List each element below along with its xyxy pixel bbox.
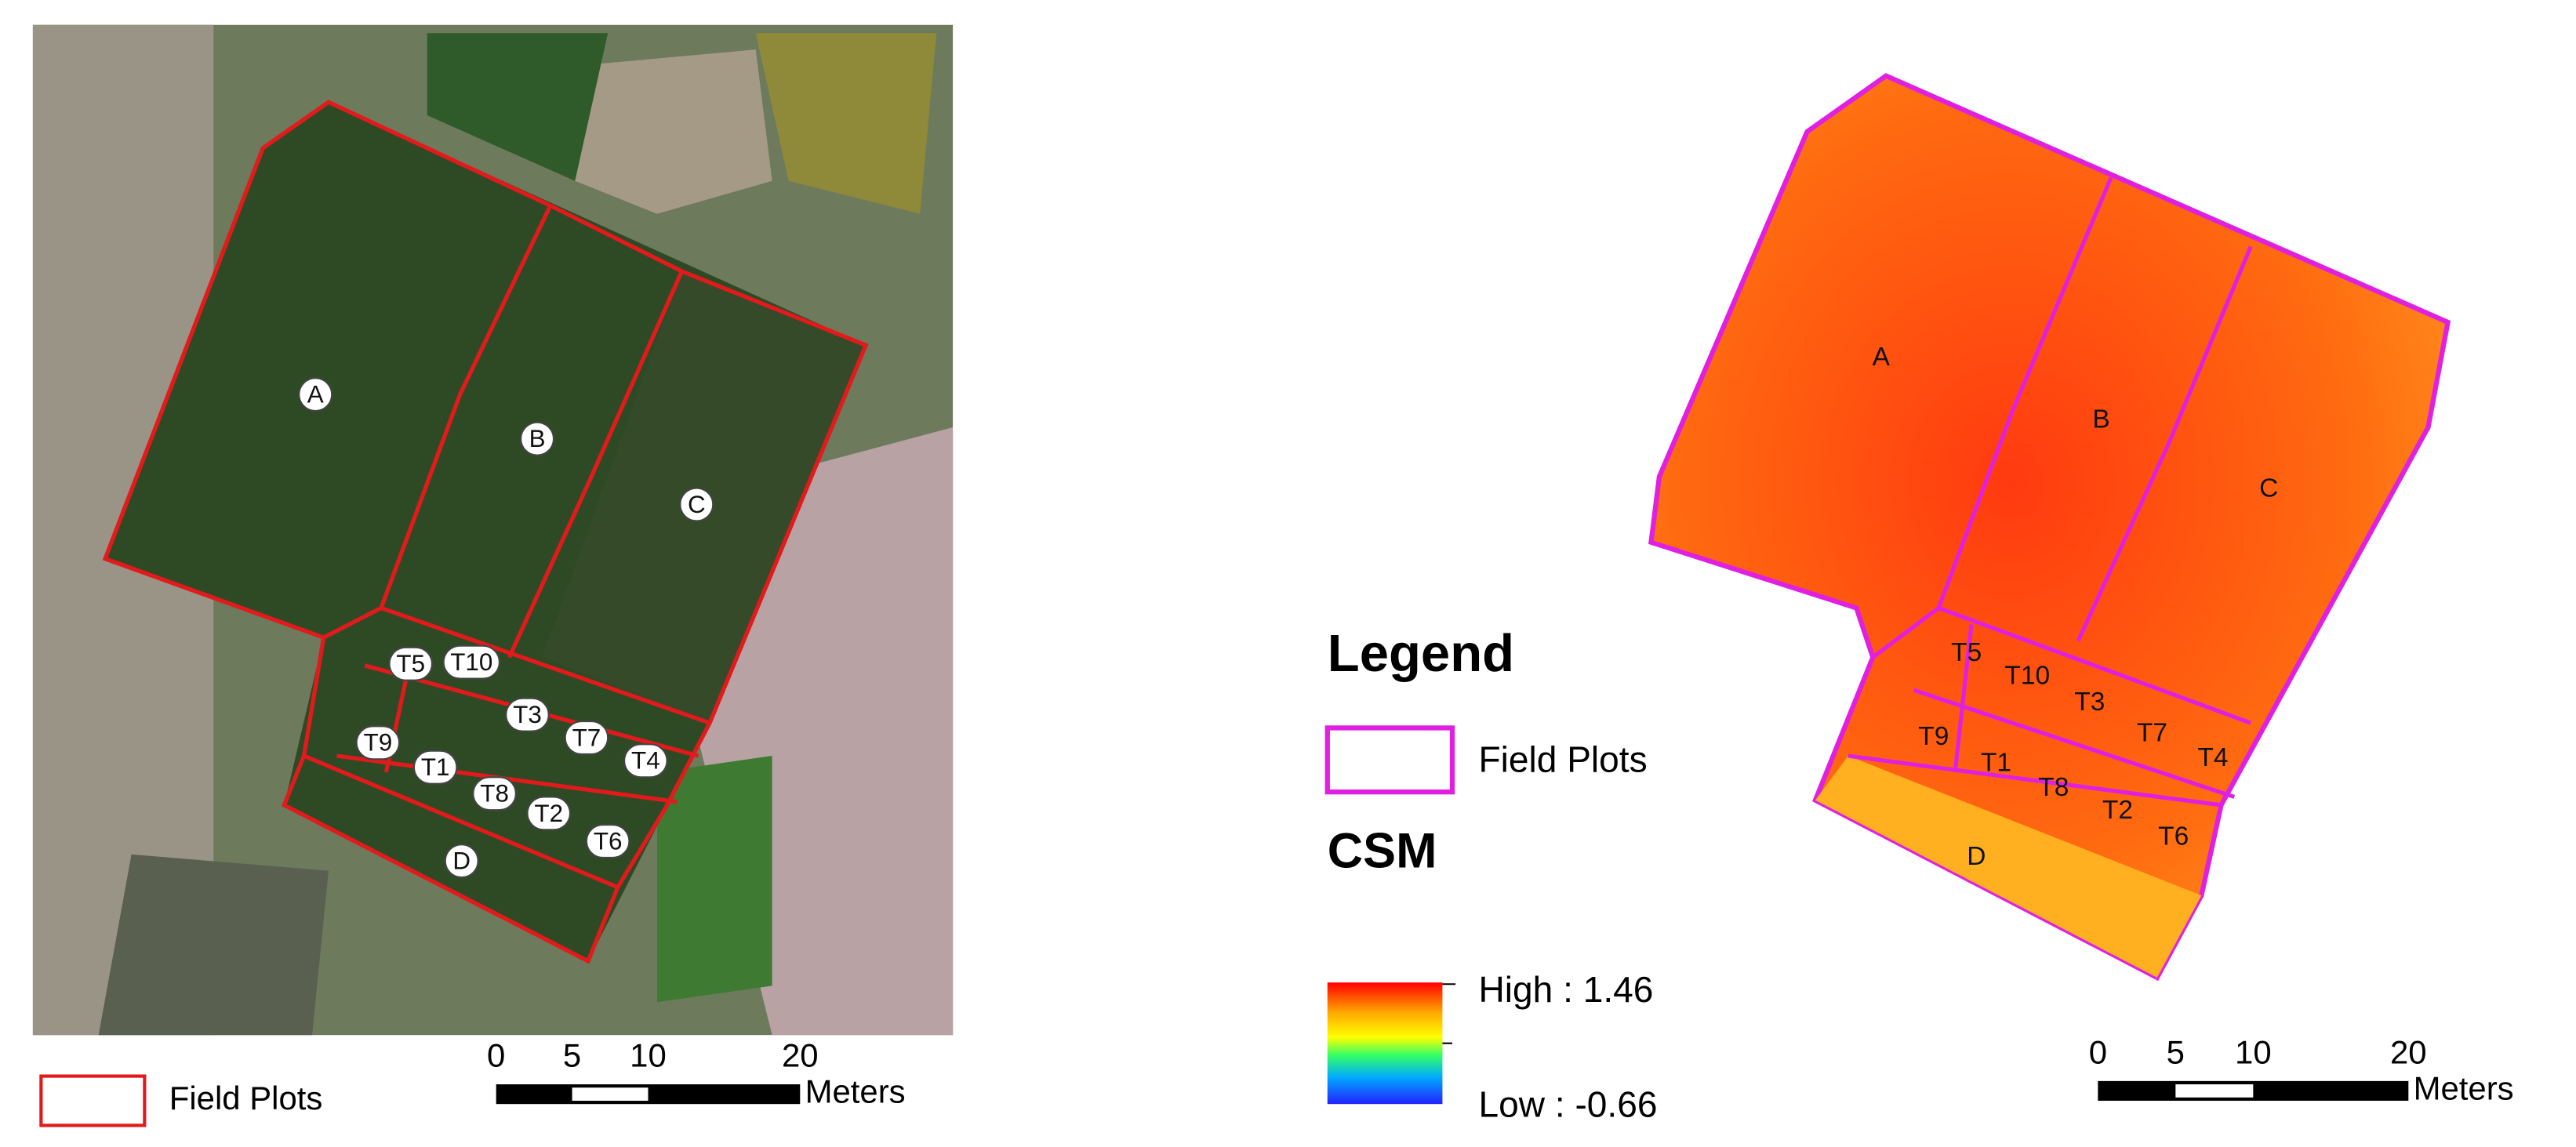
plot-label: T4 (631, 747, 660, 775)
plot-label: T3 (513, 701, 542, 728)
plot-label: D (1967, 842, 1986, 871)
scale-label: 10 (630, 1037, 667, 1074)
plot-label: C (688, 491, 706, 518)
label-halo (520, 421, 555, 456)
plot-label: B (2092, 405, 2109, 434)
plot-label: T7 (572, 724, 601, 751)
legend-swatch (1324, 725, 1455, 795)
scale-label: 20 (782, 1037, 819, 1074)
label-halo (355, 725, 401, 760)
label-halo (679, 487, 714, 522)
scale-label: 10 (2235, 1033, 2272, 1070)
plot-label: T9 (1918, 722, 1949, 751)
label-halo (298, 377, 333, 412)
plot-label: T6 (2158, 822, 2189, 851)
legend-layer: CSM (1328, 823, 1437, 878)
field-plots-csm (1848, 176, 2253, 808)
scale-label: 5 (563, 1037, 581, 1074)
label-halo (585, 823, 630, 858)
label-halo (505, 697, 550, 732)
legend-title: Legend (1328, 624, 1514, 683)
scale-bar (2098, 1080, 2409, 1102)
scale-unit: Meters (2414, 1069, 2514, 1106)
label-halo (526, 796, 572, 831)
plot-label: T8 (480, 780, 509, 808)
label-halo (564, 721, 609, 756)
label-halo (623, 743, 668, 779)
legend-swatch (39, 1074, 147, 1127)
color-ramp (1327, 982, 1443, 1105)
plot-label: T7 (2137, 719, 2167, 748)
plot-label: T10 (2004, 661, 2050, 690)
plot-label: T5 (396, 650, 425, 677)
plot-label: C (2259, 474, 2278, 503)
plot-label: T2 (534, 800, 563, 827)
plot-label: T1 (1981, 748, 2011, 777)
label-halo (444, 844, 479, 879)
scale-unit: Meters (805, 1073, 906, 1110)
plot-label: T5 (1951, 638, 1982, 667)
aerial-image (32, 24, 954, 1036)
scale-label: 5 (2167, 1033, 2185, 1070)
scale-label: 0 (487, 1037, 505, 1074)
plot-label: D (452, 848, 471, 875)
plot-label: A (307, 381, 324, 408)
plot-label: B (529, 425, 546, 452)
plot-label: T10 (450, 648, 492, 676)
plot-label: T8 (2038, 773, 2069, 802)
plot-label: T2 (2102, 796, 2133, 825)
ramp-high: High : 1.46 (1479, 969, 1654, 1010)
plot-label: T3 (2074, 688, 2105, 717)
plot-label: T4 (2197, 743, 2228, 772)
scale-bar-segment (572, 1087, 649, 1102)
csm-low-area (1815, 756, 2202, 978)
legend-label: Field Plots (1479, 739, 1648, 780)
label-halo (388, 646, 434, 681)
plot-label: T1 (421, 753, 450, 781)
scale-label: 20 (2390, 1033, 2427, 1070)
label-halo (472, 776, 517, 811)
label-halo (442, 644, 500, 680)
scale-label: 0 (2089, 1033, 2107, 1070)
label-halo (412, 750, 458, 785)
legend-label: Field Plots (169, 1080, 323, 1116)
ramp-low: Low : -0.66 (1479, 1084, 1658, 1125)
plot-label: A (1873, 343, 1891, 372)
plot-label: T9 (364, 729, 393, 757)
scale-bar-segment (2175, 1084, 2254, 1098)
plot-label: T6 (594, 827, 623, 855)
